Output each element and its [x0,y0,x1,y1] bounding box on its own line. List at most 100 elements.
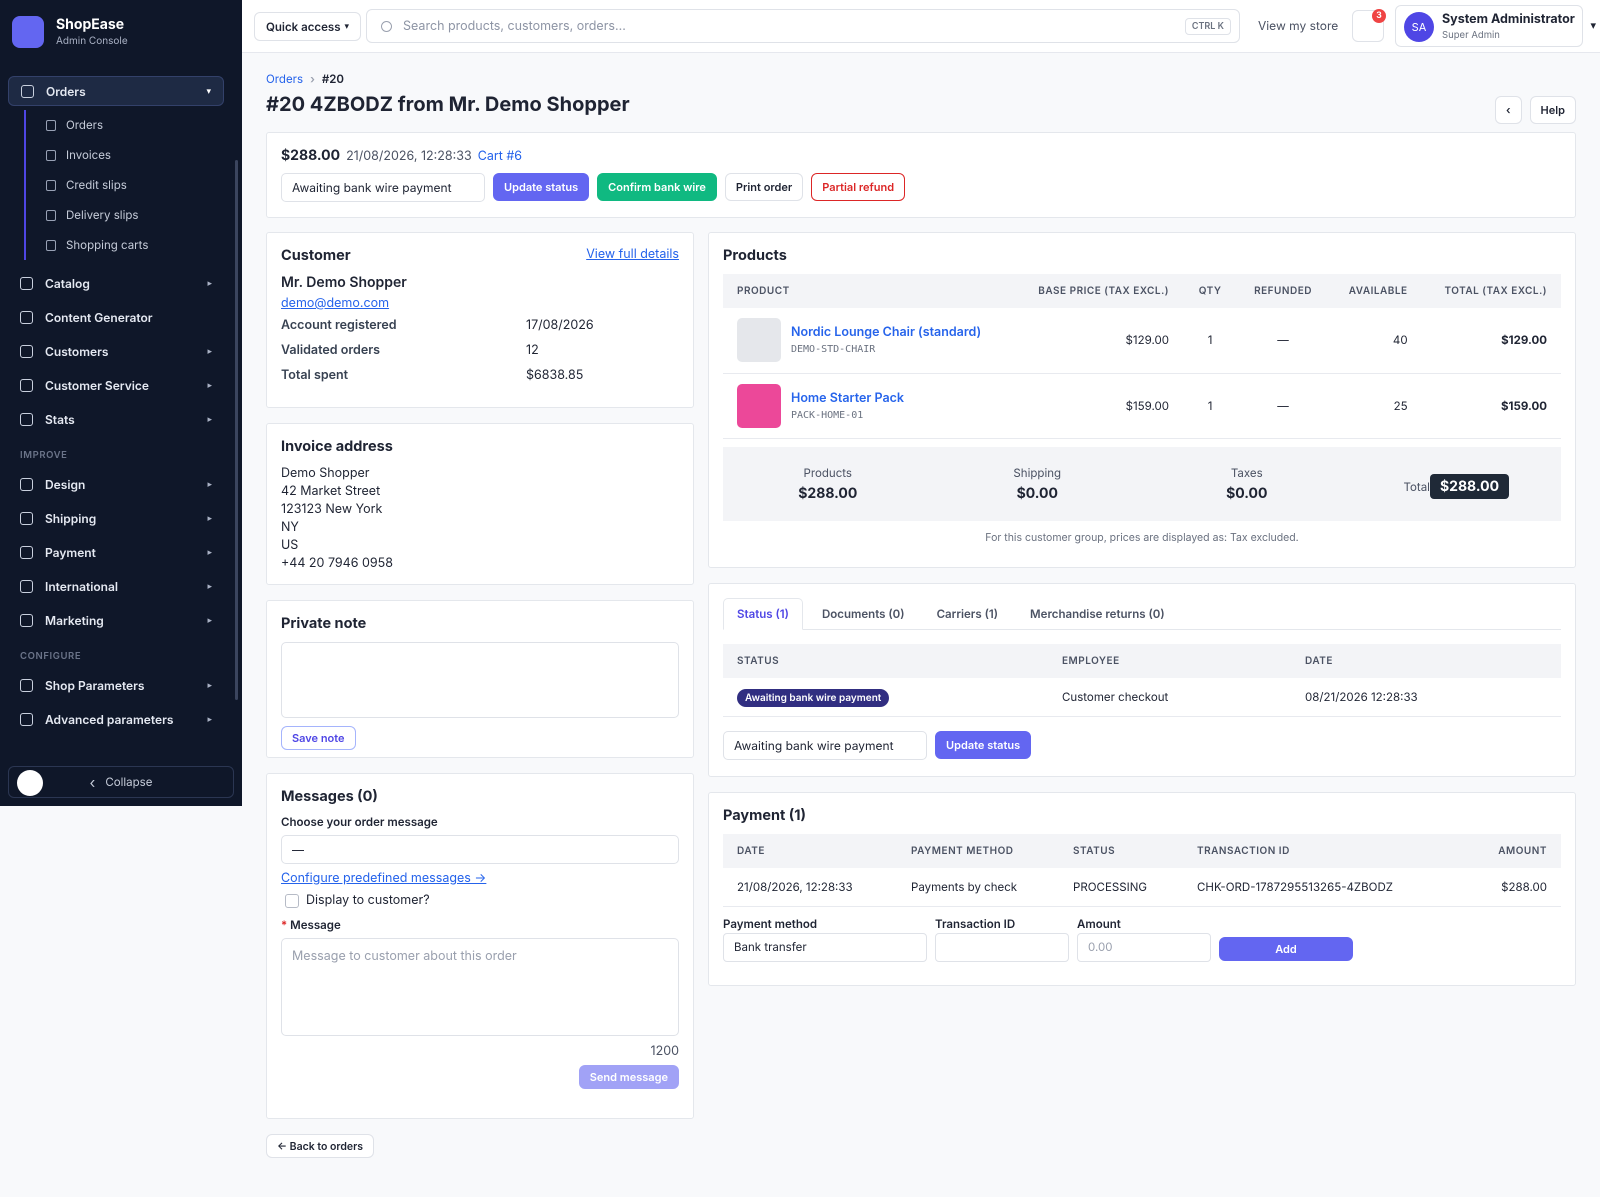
menu-item[interactable]: Design [8,467,224,501]
menu-item[interactable]: Shipping [8,501,224,535]
checkbox[interactable] [285,893,299,908]
product-cell: Home Starter Pack PACK-HOME-01 [723,373,1014,439]
info-label: Total spent [281,368,349,383]
add-payment[interactable]: Add [1219,936,1353,961]
product-available: 25 [1328,373,1422,439]
tab[interactable]: Status (1) [723,598,803,630]
transaction-input[interactable] [935,932,1069,962]
action-button[interactable]: Partial refund [811,173,906,201]
menu-icon [20,477,33,491]
total-value: $0.00 [1016,484,1058,502]
total-label: Products [803,465,852,480]
note-textarea[interactable] [281,642,679,718]
product-row: Home Starter Pack PACK-HOME-01 $159.00 1—25… [723,373,1561,439]
submenu-icon [46,239,56,251]
toolbar: ‹ Help [1494,96,1576,124]
info-value: 17/08/2026 [526,318,594,333]
customer-email[interactable]: demo@demo.com [281,296,390,311]
collapse-button[interactable]: Collapse [8,766,234,798]
menu-label: Shipping [45,510,97,526]
menu-item[interactable]: Payment [8,535,224,569]
menu-label: Design [45,476,86,492]
view-store[interactable]: View my store [1258,18,1339,33]
status-select[interactable]: Awaiting bank wire payment [281,173,485,202]
cart-link[interactable]: Cart #6 [477,149,523,164]
product-row: Nordic Lounge Chair (standard) DEMO-STD-C… [723,308,1561,374]
submenu-icon [46,209,56,221]
breadcrumb: Orders #20 [266,72,1576,86]
amount-input[interactable]: 0.00 [1077,932,1211,962]
menu-item[interactable]: Orders [8,76,224,106]
search[interactable]: Search products, customers, orders... CTR… [366,9,1240,43]
submenu-item[interactable]: Orders [26,110,224,140]
product-image [737,318,781,363]
quick-access[interactable]: Quick access [254,12,362,41]
tax-note: For this customer group, prices are disp… [985,530,1299,544]
address-line: US [281,538,299,553]
product-qty: 1 [1183,308,1238,374]
checkbox-label: Display to customer? [306,893,430,908]
product-total: $129.00 [1421,308,1561,374]
menu-item[interactable]: International [8,569,224,603]
submenu-item[interactable]: Credit slips [26,170,224,200]
payment-cell: Payments by check [897,868,1059,907]
info-row: Total spent $6838.85 [281,363,679,388]
order-total: $288.00 [281,147,341,164]
message-select[interactable]: — [281,835,679,864]
right-column: Products PRODUCT BASE PRICE (TAX EXCL.) QT… [708,232,1576,1158]
cell-text: 08/21/2026 12:28:33 [1305,689,1418,704]
menu-item[interactable]: Advanced parameters [8,702,224,736]
message-textarea[interactable]: Message to customer about this order [281,938,679,1036]
submenu-item[interactable]: Shopping carts [26,230,224,260]
product-name[interactable]: Nordic Lounge Chair (standard) [791,325,982,341]
save-note[interactable]: Save note [281,726,356,750]
menu-item[interactable]: Shop Parameters [8,668,224,702]
configure-link[interactable]: Configure predefined messages → [281,871,487,886]
menu-label: Customer Service [45,377,150,393]
menu-icon [20,378,33,392]
tab[interactable]: Merchandise returns (0) [1030,606,1165,621]
notifications[interactable]: 3 [1352,9,1386,42]
send-message[interactable]: Send message [578,1065,679,1089]
history-cell: 08/21/2026 12:28:33 [1291,678,1561,717]
payment-card: Payment (1) DATE PAYMENT METHOD STATUS TRAN… [708,792,1576,986]
column-header: REFUNDED [1237,274,1329,308]
info-row: Validated orders 12 [281,338,679,363]
user-menu[interactable]: SA System Administrator Super Admin [1395,5,1596,47]
menu-icon [20,678,33,692]
tab[interactable]: Carriers (1) [936,606,999,621]
status-select[interactable]: Awaiting bank wire payment [723,730,927,760]
action-button[interactable]: Update status [493,173,590,201]
method-input[interactable]: Bank transfer [723,932,927,962]
help-button[interactable]: Help [1529,96,1576,124]
menu-icon [21,84,34,98]
product-name[interactable]: Home Starter Pack [791,390,905,406]
column-header: QTY [1183,274,1238,308]
crumb[interactable]: Orders [266,72,304,86]
tab[interactable]: Documents (0) [821,606,905,621]
submenu-item[interactable]: Delivery slips [26,200,224,230]
update-status[interactable]: Update status [935,730,1032,759]
details-link[interactable]: View full details [586,247,679,262]
column-header: PAYMENT METHOD [897,834,1059,868]
collapse-label: Collapse [105,775,153,789]
product-price: $159.00 [1013,373,1183,439]
menu-item[interactable]: Customer Service [8,368,224,402]
menu-item[interactable]: Customers [8,334,224,368]
topbar: Quick access Search products, customers,… [242,0,1600,53]
submenu-item[interactable]: Invoices [26,140,224,170]
history-cell: Customer checkout [1048,678,1291,717]
menu-item[interactable]: Content Generator [8,300,224,334]
address-line: 123123 New York [281,502,383,517]
back-button[interactable]: ← Back to orders [266,1134,375,1158]
badge: 3 [1372,9,1386,23]
card-title: Invoice address [281,438,393,455]
menu-item[interactable]: Stats [8,402,224,436]
action-button[interactable]: Confirm bank wire [597,173,717,201]
action-button[interactable]: Print order [724,173,804,201]
menu-item[interactable]: Marketing [8,603,224,637]
search-placeholder: Search products, customers, orders... [403,18,626,34]
menu-item[interactable]: Catalog [8,266,224,300]
back-icon[interactable]: ‹ [1494,96,1522,124]
order-date: 21/08/2026, 12:28:33 [346,149,472,164]
